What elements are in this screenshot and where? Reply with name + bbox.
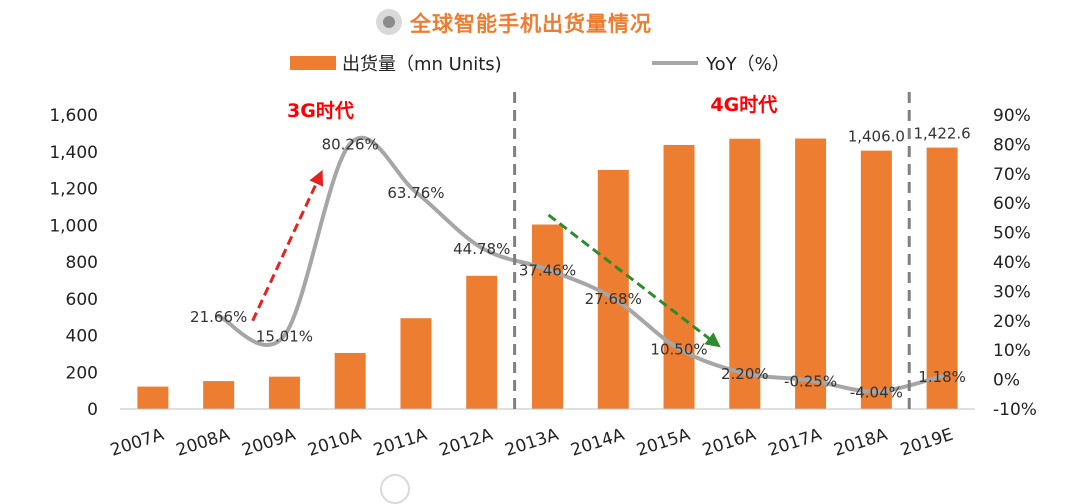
bar-data-label: 1,422.6 [913, 125, 970, 143]
y-left-tick-label: 800 [66, 253, 98, 273]
y-right-tick-label: 90% [993, 106, 1031, 126]
y-right-tick-label: 40% [993, 253, 1031, 273]
x-tick-label: 2010A [305, 425, 364, 461]
x-tick-label: 2018A [831, 425, 890, 461]
yoy-data-label: 37.46% [519, 261, 576, 279]
x-tick-label: 2008A [174, 425, 233, 461]
y-right-tick-label: 0% [993, 371, 1020, 391]
yoy-data-label: 63.76% [387, 184, 444, 202]
y-left-tick-label: 1,400 [49, 143, 98, 163]
x-tick-label: 2017A [766, 425, 825, 461]
y-left-tick-label: 0 [87, 400, 98, 420]
x-tick-label: 2014A [568, 425, 627, 461]
x-tick-label: 2013A [503, 425, 562, 461]
legend-item-shipments: 出货量（mn Units) [290, 50, 502, 76]
y-left-tick-label: 1,000 [49, 216, 98, 236]
yoy-line [216, 135, 945, 394]
legend-bar-label: 出货量（mn Units) [342, 54, 502, 75]
y-left-tick-label: 400 [66, 327, 98, 347]
bar-shipments [663, 144, 695, 410]
chart-plot: 0 200 400 600 800 1,000 1,200 1,400 1,600 -10% 0% 1… [49, 92, 1037, 461]
bullet-circle-icon [376, 9, 402, 35]
y-right-tick-label: 20% [993, 312, 1031, 332]
bar-shipments [466, 275, 498, 409]
x-tick-label: 2011A [371, 425, 430, 461]
bar-shipments [268, 376, 300, 409]
legend-line-label: YoY（%） [706, 54, 790, 75]
bar-shipments [729, 138, 761, 410]
trend-down-arrow [547, 213, 721, 348]
bar-data-label: 1,406.0 [848, 128, 905, 146]
bar-shipments [203, 381, 235, 409]
yoy-data-label: 15.01% [256, 327, 313, 345]
chart-title: 全球智能手机出货量情况 [410, 11, 652, 36]
legend-bar-swatch [290, 56, 336, 70]
y-left-tick-label: 1,600 [49, 106, 98, 126]
bottom-circle-icon [380, 474, 410, 504]
y-right-tick-label: 60% [993, 194, 1031, 214]
legend-line-swatch [652, 61, 698, 65]
yoy-data-label: 10.50% [650, 341, 707, 359]
x-tick-label: 2015A [634, 425, 693, 461]
bar-shipments [926, 147, 958, 410]
x-tick-label: 2016A [700, 425, 759, 461]
era-label-4g: 4G时代 [710, 94, 777, 116]
trend-up-arrow [251, 169, 324, 322]
bar-shipments [597, 169, 629, 409]
bar-shipments [137, 386, 169, 409]
yoy-data-label: 2.20% [721, 365, 769, 383]
legend-item-yoy: YoY（%） [652, 50, 790, 76]
chart-header: 全球智能手机出货量情况 [0, 0, 1080, 44]
yoy-data-label: 21.66% [190, 308, 247, 326]
y-left-tick-label: 200 [66, 363, 98, 383]
x-tick-label: 2019E [898, 425, 956, 461]
y-right-tick-label: 70% [993, 165, 1031, 185]
y-right-tick-label: 30% [993, 282, 1031, 302]
y-right-tick-label: 50% [993, 224, 1031, 244]
yoy-data-label: -4.04% [850, 383, 903, 401]
yoy-data-label: 80.26% [322, 136, 379, 154]
bar-shipments [860, 150, 892, 409]
bar-shipments [795, 138, 827, 409]
bar-shipments [334, 352, 366, 409]
chart-legend: 出货量（mn Units) YoY（%） [0, 50, 1080, 76]
y-left-tick-label: 600 [66, 290, 98, 310]
era-label-3g: 3G时代 [287, 100, 354, 122]
y-right-tick-label: -10% [993, 400, 1037, 420]
x-tick-label: 2012A [437, 425, 496, 461]
yoy-data-label: 44.78% [453, 240, 510, 258]
y-left-tick-label: 1,200 [49, 180, 98, 200]
yoy-data-label: 1.18% [918, 368, 966, 386]
y-right-tick-label: 10% [993, 341, 1031, 361]
yoy-data-label: 27.68% [585, 290, 642, 308]
y-right-tick-label: 80% [993, 135, 1031, 155]
bar-shipments [400, 318, 432, 409]
x-tick-label: 2009A [240, 425, 299, 461]
bar-shipments [532, 224, 563, 409]
x-tick-label: 2007A [108, 425, 167, 461]
yoy-data-label: -0.25% [784, 372, 837, 390]
